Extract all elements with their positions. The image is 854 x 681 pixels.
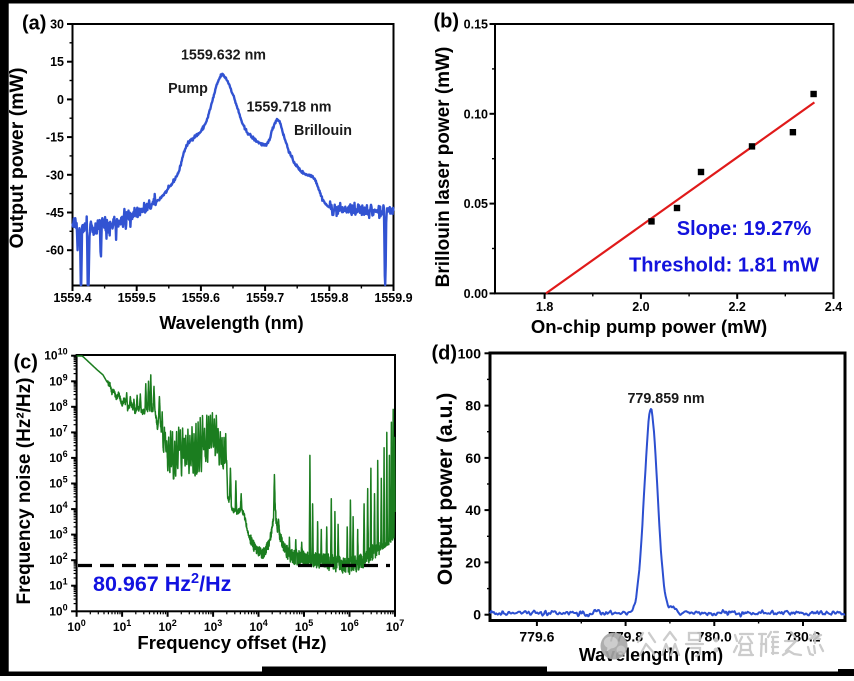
svg-text:(d): (d) <box>432 343 458 365</box>
svg-text:Frequency offset (Hz): Frequency offset (Hz) <box>137 632 326 653</box>
svg-text:80.967 Hz2/Hz: 80.967 Hz2/Hz <box>93 571 231 596</box>
svg-text:Slope: 19.27%: Slope: 19.27% <box>677 218 812 240</box>
svg-text:7: 7 <box>399 618 404 628</box>
svg-text:779.859 nm: 779.859 nm <box>627 391 704 407</box>
svg-text:1: 1 <box>63 577 68 587</box>
svg-text:779.6: 779.6 <box>519 629 554 645</box>
svg-text:7: 7 <box>63 423 68 433</box>
svg-text:Pump: Pump <box>168 81 208 97</box>
svg-text:80: 80 <box>465 398 481 414</box>
svg-text:0.05: 0.05 <box>464 197 488 211</box>
svg-text:8: 8 <box>63 398 68 408</box>
svg-text:2.2: 2.2 <box>729 300 746 314</box>
svg-text:9: 9 <box>63 372 68 382</box>
svg-text:10: 10 <box>44 349 58 363</box>
svg-text:Threshold: 1.81 mW: Threshold: 1.81 mW <box>629 255 819 277</box>
svg-text:1559.632 nm: 1559.632 nm <box>181 48 266 64</box>
svg-text:10: 10 <box>249 620 263 634</box>
svg-text:5: 5 <box>63 475 68 485</box>
svg-text:(b): (b) <box>434 11 460 33</box>
svg-text:10: 10 <box>386 620 400 634</box>
svg-text:10: 10 <box>295 620 309 634</box>
svg-text:10: 10 <box>49 604 63 618</box>
svg-text:60: 60 <box>465 450 481 466</box>
svg-text:On-chip pump power (mW): On-chip pump power (mW) <box>531 316 767 337</box>
svg-text:10: 10 <box>158 620 172 634</box>
svg-text:100: 100 <box>458 345 482 361</box>
svg-text:0: 0 <box>57 93 64 107</box>
svg-text:10: 10 <box>49 477 63 491</box>
svg-text:10: 10 <box>204 620 218 634</box>
svg-text:2: 2 <box>63 551 68 561</box>
svg-text:10: 10 <box>49 528 63 542</box>
svg-text:0: 0 <box>81 618 86 628</box>
svg-text:10: 10 <box>67 620 81 634</box>
svg-text:Frequency noise (Hz²/Hz): Frequency noise (Hz²/Hz) <box>14 378 35 605</box>
svg-text:30: 30 <box>50 18 64 32</box>
svg-text:-45: -45 <box>46 206 64 220</box>
svg-text:10: 10 <box>49 553 63 567</box>
svg-text:1559.718 nm: 1559.718 nm <box>246 100 331 116</box>
svg-text:-60: -60 <box>46 244 64 258</box>
svg-text:1559.5: 1559.5 <box>118 291 156 305</box>
svg-text:15: 15 <box>50 55 64 69</box>
svg-text:10: 10 <box>49 451 63 465</box>
svg-text:40: 40 <box>465 502 481 518</box>
svg-text:1.8: 1.8 <box>536 300 553 314</box>
svg-text:(a): (a) <box>22 13 46 35</box>
svg-text:5: 5 <box>308 618 313 628</box>
svg-text:1559.8: 1559.8 <box>310 291 348 305</box>
svg-text:Output power (mW): Output power (mW) <box>6 68 28 249</box>
svg-text:6: 6 <box>354 618 359 628</box>
svg-text:10: 10 <box>49 425 63 439</box>
svg-text:Wavelength (nm): Wavelength (nm) <box>159 313 303 333</box>
svg-text:10: 10 <box>49 579 63 593</box>
svg-text:10: 10 <box>49 374 63 388</box>
svg-text:0.10: 0.10 <box>464 107 488 121</box>
svg-text:780.0: 780.0 <box>697 629 732 645</box>
svg-text:1559.4: 1559.4 <box>53 291 91 305</box>
svg-text:10: 10 <box>113 620 127 634</box>
svg-text:1: 1 <box>126 618 131 628</box>
svg-text:4: 4 <box>63 500 68 510</box>
svg-text:1559.7: 1559.7 <box>246 291 284 305</box>
svg-text:Brillouin: Brillouin <box>294 123 352 139</box>
svg-text:(c): (c) <box>14 352 38 374</box>
svg-text:10: 10 <box>49 502 63 516</box>
svg-text:10: 10 <box>49 400 63 414</box>
svg-text:0: 0 <box>63 602 68 612</box>
svg-text:2: 2 <box>172 618 177 628</box>
svg-text:-30: -30 <box>46 168 64 182</box>
svg-text:0: 0 <box>473 607 481 623</box>
svg-text:Brillouin laser power (mW): Brillouin laser power (mW) <box>433 47 454 288</box>
svg-text:10: 10 <box>58 347 68 357</box>
svg-text:3: 3 <box>217 618 222 628</box>
svg-text:1559.6: 1559.6 <box>182 291 220 305</box>
svg-text:2.4: 2.4 <box>825 300 842 314</box>
svg-text:2.0: 2.0 <box>632 300 649 314</box>
svg-text:20: 20 <box>465 554 481 570</box>
svg-text:Output power (a.u.): Output power (a.u.) <box>434 393 457 585</box>
svg-text:-15: -15 <box>46 131 64 145</box>
svg-text:0.00: 0.00 <box>464 287 488 301</box>
svg-text:10: 10 <box>340 620 354 634</box>
svg-text:3: 3 <box>63 526 68 536</box>
svg-text:0.15: 0.15 <box>464 18 488 32</box>
svg-text:4: 4 <box>263 618 268 628</box>
svg-text:6: 6 <box>63 449 68 459</box>
svg-text:1559.9: 1559.9 <box>374 291 412 305</box>
